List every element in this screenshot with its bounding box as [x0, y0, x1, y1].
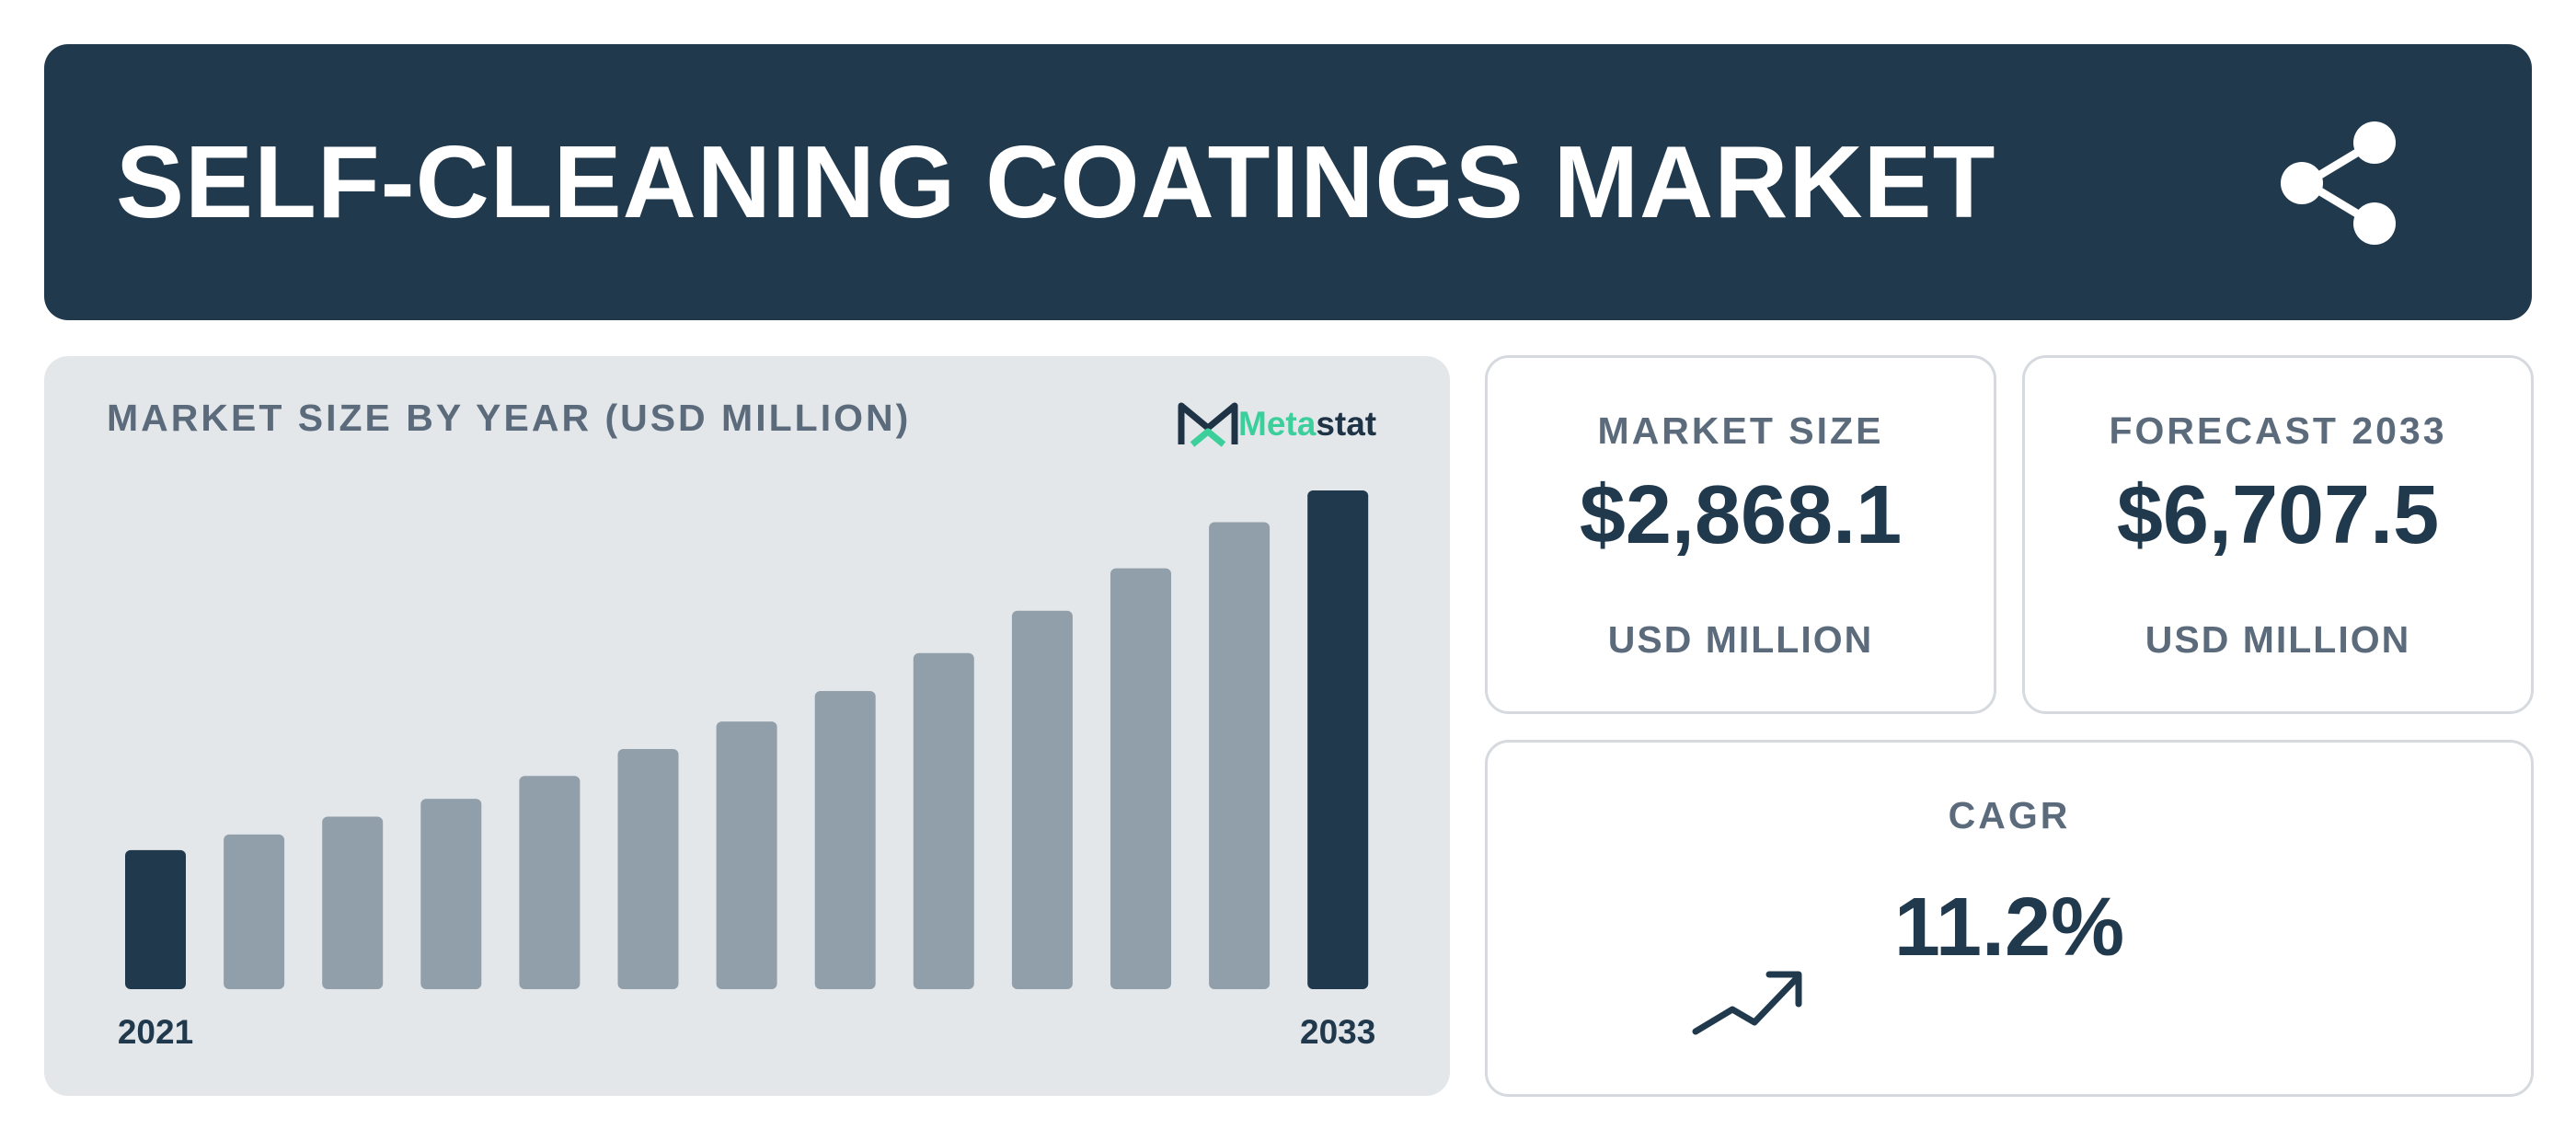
x-tick-label-2021: 2021 — [118, 1013, 193, 1051]
forecast-card: FORECAST 2033 $6,707.5 USD MILLION — [2022, 355, 2534, 714]
chart-panel: MARKET SIZE BY YEAR (USD MILLION) Metast… — [44, 356, 1450, 1096]
brand-logo-icon — [1178, 402, 1238, 447]
bar-2023 — [322, 816, 384, 989]
forecast-unit: USD MILLION — [2145, 618, 2411, 661]
forecast-label: FORECAST 2033 — [2109, 409, 2447, 452]
share-icon[interactable] — [2274, 114, 2412, 252]
header-banner: SELF-CLEANING COATINGS MARKET — [44, 44, 2532, 320]
cagr-value: 11.2% — [1893, 882, 2125, 974]
bar-2024 — [420, 799, 482, 989]
bar-2030 — [1011, 610, 1073, 989]
bar-2022 — [224, 834, 285, 989]
bar-2027 — [716, 721, 777, 989]
cagr-card: CAGR 11.2% — [1485, 740, 2534, 1097]
trend-up-icon — [1692, 971, 1802, 1035]
brand-logo: Metastat — [1178, 397, 1376, 452]
brand-name: Metastat — [1238, 405, 1377, 443]
cagr-label: CAGR — [1948, 794, 2071, 836]
market-size-label: MARKET SIZE — [1597, 409, 1884, 452]
chart-title: MARKET SIZE BY YEAR (USD MILLION) — [107, 397, 912, 439]
x-tick-label-2033: 2033 — [1300, 1013, 1375, 1051]
bar-2032 — [1209, 522, 1271, 989]
bar-2028 — [814, 690, 876, 989]
bar-2026 — [617, 748, 679, 989]
bar-2021 — [125, 849, 186, 989]
page-title: SELF-CLEANING COATINGS MARKET — [116, 125, 1996, 239]
bar-chart: 2021 2033 — [118, 490, 1375, 1051]
forecast-value: $6,707.5 — [2116, 469, 2440, 561]
bar-2031 — [1110, 568, 1171, 989]
market-size-value: $2,868.1 — [1579, 469, 1903, 561]
bar-2029 — [913, 652, 974, 989]
market-size-card: MARKET SIZE $2,868.1 USD MILLION — [1485, 355, 1996, 714]
bar-2033 — [1307, 490, 1369, 989]
bar-2025 — [519, 776, 581, 989]
market-size-unit: USD MILLION — [1607, 618, 1874, 661]
